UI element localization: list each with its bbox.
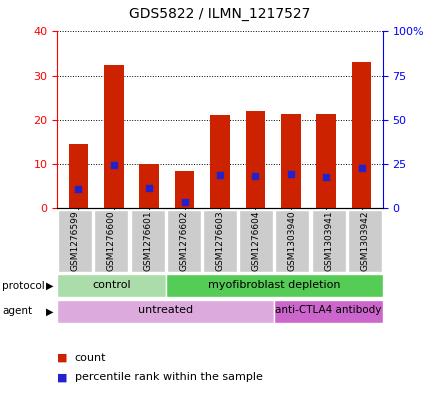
- Bar: [104, 64, 124, 208]
- Point: [216, 171, 224, 178]
- Text: anti-CTLA4 antibody: anti-CTLA4 antibody: [275, 305, 382, 315]
- Text: GSM1276604: GSM1276604: [252, 211, 260, 271]
- Bar: [352, 62, 371, 208]
- Bar: [139, 164, 159, 208]
- Text: percentile rank within the sample: percentile rank within the sample: [75, 372, 263, 382]
- Bar: [239, 209, 273, 272]
- Bar: [166, 274, 383, 298]
- Bar: [274, 300, 383, 323]
- Text: count: count: [75, 353, 106, 363]
- Bar: [281, 114, 301, 208]
- Text: protocol: protocol: [2, 281, 45, 291]
- Text: GSM1276603: GSM1276603: [216, 210, 224, 271]
- Bar: [58, 209, 92, 272]
- Bar: [246, 111, 265, 208]
- Bar: [275, 209, 309, 272]
- Text: GDS5822 / ILMN_1217527: GDS5822 / ILMN_1217527: [129, 7, 311, 21]
- Text: GSM1276601: GSM1276601: [143, 210, 152, 271]
- Bar: [95, 209, 128, 272]
- Point: [323, 174, 330, 180]
- Bar: [210, 116, 230, 208]
- Point: [252, 173, 259, 179]
- Bar: [203, 209, 237, 272]
- Point: [358, 165, 365, 172]
- Text: ■: ■: [57, 372, 68, 382]
- Bar: [131, 209, 165, 272]
- Text: control: control: [92, 280, 131, 290]
- Point: [146, 185, 153, 191]
- Text: ▶: ▶: [46, 307, 54, 316]
- Bar: [69, 144, 88, 208]
- Text: GSM1276602: GSM1276602: [180, 211, 188, 271]
- Text: GSM1303940: GSM1303940: [288, 210, 297, 271]
- Text: agent: agent: [2, 307, 32, 316]
- Bar: [348, 209, 382, 272]
- Bar: [57, 300, 274, 323]
- Point: [287, 171, 294, 177]
- Bar: [312, 209, 345, 272]
- Point: [75, 186, 82, 192]
- Text: GSM1303941: GSM1303941: [324, 210, 333, 271]
- Text: untreated: untreated: [138, 305, 193, 315]
- Bar: [167, 209, 201, 272]
- Bar: [175, 171, 194, 208]
- Text: ■: ■: [57, 353, 68, 363]
- Text: GSM1303942: GSM1303942: [360, 211, 369, 271]
- Point: [110, 162, 117, 168]
- Point: [181, 199, 188, 205]
- Text: myofibroblast depletion: myofibroblast depletion: [208, 280, 341, 290]
- Text: GSM1276599: GSM1276599: [71, 210, 80, 271]
- Text: GSM1276600: GSM1276600: [107, 210, 116, 271]
- Bar: [57, 274, 166, 298]
- Bar: [316, 114, 336, 208]
- Text: ▶: ▶: [46, 281, 54, 291]
